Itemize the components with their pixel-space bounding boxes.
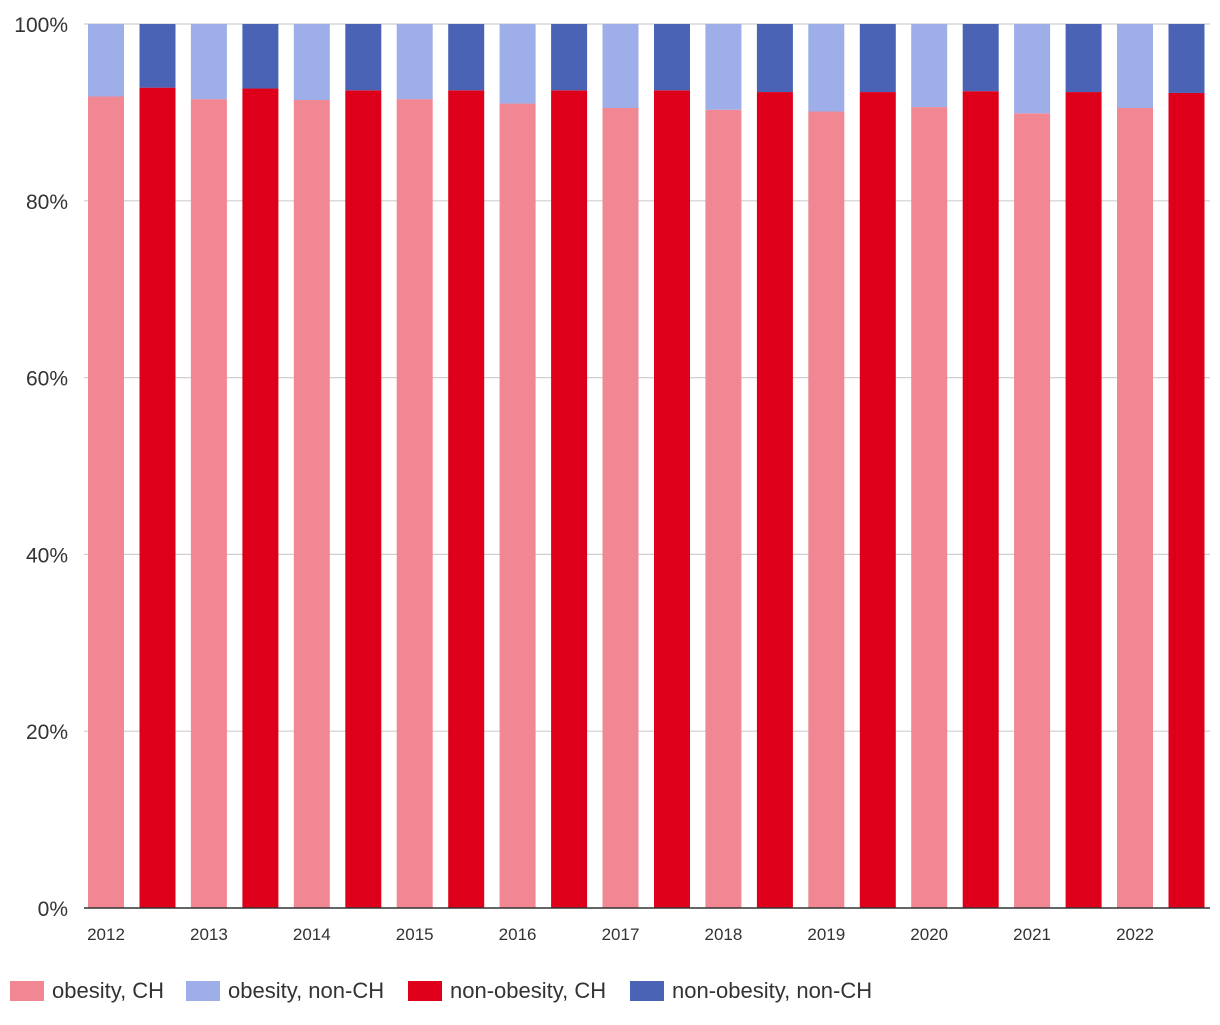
bar-non-obesity-non-ch-2020 (962, 24, 999, 92)
bar-obesity-non-ch-2015 (396, 24, 433, 100)
x-tick-label: 2017 (602, 925, 640, 944)
bar-obesity-non-ch-2019 (808, 24, 845, 112)
bar-obesity-non-ch-2016 (499, 24, 536, 104)
bar-non-obesity-non-ch-2015 (448, 24, 485, 91)
bar-obesity-ch-2015 (396, 99, 433, 908)
bar-obesity-ch-2014 (293, 100, 330, 909)
bar-obesity-non-ch-2012 (88, 24, 124, 97)
bar-obesity-ch-2018 (705, 109, 742, 909)
bar-non-obesity-ch-2018 (756, 92, 793, 909)
legend-label-obesity_non_ch: obesity, non-CH (228, 978, 384, 1003)
x-tick-label: 2012 (87, 925, 125, 944)
x-tick-label: 2016 (499, 925, 537, 944)
legend-swatch-obesity_ch (10, 981, 44, 1001)
bar-obesity-ch-2013 (190, 99, 227, 908)
x-tick-label: 2021 (1013, 925, 1051, 944)
bar-obesity-non-ch-2022 (1117, 24, 1153, 108)
x-tick-label: 2015 (396, 925, 434, 944)
x-tick-label: 2014 (293, 925, 331, 944)
x-tick-label: 2020 (910, 925, 948, 944)
bar-non-obesity-non-ch-2013 (242, 24, 279, 89)
bar-obesity-ch-2021 (1014, 113, 1051, 908)
legend-swatch-non_obesity_non_ch (630, 981, 664, 1001)
legend-label-obesity_ch: obesity, CH (52, 978, 164, 1003)
x-tick-label: 2022 (1116, 925, 1154, 944)
bar-non-obesity-non-ch-2012 (139, 24, 176, 88)
bar-obesity-ch-2020 (911, 107, 948, 908)
bar-obesity-non-ch-2018 (705, 24, 742, 110)
y-tick-label: 20% (26, 721, 68, 744)
bar-obesity-ch-2012 (88, 96, 124, 909)
legend-label-non_obesity_ch: non-obesity, CH (450, 978, 606, 1003)
y-tick-label: 80% (26, 191, 68, 214)
bar-non-obesity-ch-2014 (345, 90, 382, 909)
bar-obesity-ch-2022 (1117, 107, 1153, 909)
bar-obesity-ch-2017 (602, 107, 639, 909)
bar-non-obesity-ch-2015 (448, 90, 485, 909)
bar-non-obesity-ch-2020 (962, 91, 999, 908)
bar-obesity-non-ch-2021 (1014, 24, 1051, 114)
bar-obesity-non-ch-2014 (293, 24, 330, 101)
legend-swatch-non_obesity_ch (408, 981, 442, 1001)
bar-non-obesity-ch-2022 (1168, 92, 1205, 908)
bar-non-obesity-ch-2013 (242, 88, 279, 909)
bar-non-obesity-non-ch-2022 (1168, 24, 1205, 93)
x-tick-label: 2013 (190, 925, 228, 944)
bar-non-obesity-ch-2019 (859, 92, 896, 909)
y-tick-label: 100% (14, 14, 68, 37)
x-tick-label: 2018 (704, 925, 742, 944)
bar-non-obesity-non-ch-2019 (859, 24, 896, 93)
legend: obesity, CH obesity, non-CH non-obesity, C… (10, 978, 872, 1003)
x-tick-label: 2019 (807, 925, 845, 944)
bar-obesity-ch-2019 (808, 111, 845, 909)
bar-non-obesity-ch-2016 (551, 90, 588, 909)
bar-obesity-non-ch-2020 (911, 24, 948, 108)
y-tick-label: 60% (26, 368, 68, 391)
bar-non-obesity-non-ch-2016 (551, 24, 588, 91)
bar-obesity-ch-2016 (499, 103, 536, 908)
bar-non-obesity-non-ch-2021 (1065, 24, 1102, 93)
legend-swatch-obesity_non_ch (186, 981, 220, 1001)
bar-obesity-non-ch-2017 (602, 24, 639, 108)
bar-non-obesity-ch-2012 (139, 87, 176, 908)
bar-non-obesity-ch-2021 (1065, 92, 1102, 909)
bars (88, 24, 1205, 909)
bar-non-obesity-non-ch-2014 (345, 24, 382, 91)
bar-non-obesity-non-ch-2017 (654, 24, 690, 91)
bar-obesity-non-ch-2013 (190, 24, 227, 100)
legend-label-non_obesity_non_ch: non-obesity, non-CH (672, 978, 872, 1003)
y-tick-label: 0% (38, 898, 68, 921)
axes: 0% 20% 40% 60% 80% 100% 2012 2013 2014 2015 2016 20… (14, 14, 1210, 944)
bar-non-obesity-non-ch-2018 (756, 24, 793, 93)
bar-non-obesity-ch-2017 (654, 90, 690, 909)
y-tick-label: 40% (26, 544, 68, 567)
